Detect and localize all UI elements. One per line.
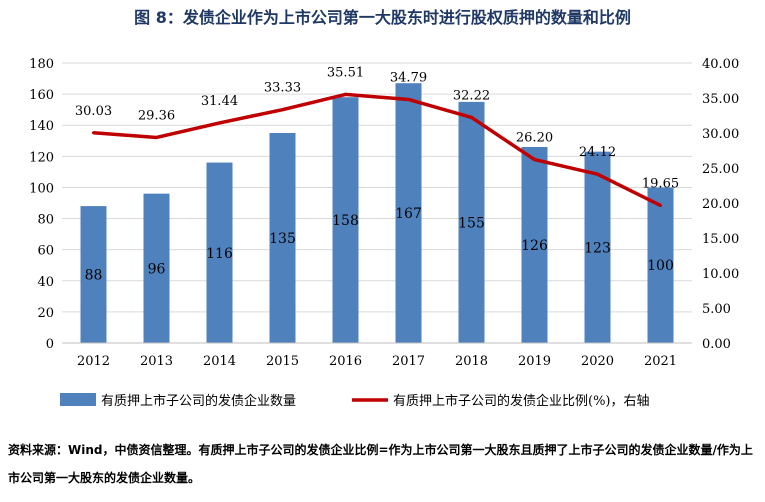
legend-line-label: 有质押上市子公司的发债企业比例(%)，右轴 [393, 393, 650, 409]
bar [521, 147, 548, 343]
y-right-tick-label: 20.00 [702, 197, 739, 212]
bar-value-label: 155 [458, 215, 485, 231]
x-tick-label: 2016 [329, 354, 362, 369]
line-point [92, 131, 95, 135]
x-tick-label: 2018 [455, 354, 488, 369]
y-left-tick-label: 160 [29, 88, 54, 103]
y-right-tick-label: 25.00 [702, 162, 739, 177]
x-tick-label: 2015 [266, 354, 299, 369]
line-point [155, 135, 158, 139]
bar [206, 162, 233, 343]
bar [395, 83, 422, 343]
bar-value-label: 167 [395, 206, 422, 222]
bar-value-label: 158 [332, 213, 359, 229]
line-value-label: 35.51 [327, 65, 364, 80]
bar [269, 133, 296, 343]
data-labels: 88 96 116 135 158 167 155 126 123 100 30.03 29.36 31… [75, 65, 679, 283]
legend: 有质押上市子公司的发债企业数量 有质押上市子公司的发债企业比例(%)，右轴 [60, 393, 650, 409]
line-point [596, 172, 599, 176]
x-tick-label: 2014 [203, 354, 236, 369]
combo-chart: 0 20 40 60 80 100 120 140 160 180 0.00 5.00 10.00 15.… [29, 57, 739, 409]
y-right-tick-label: 30.00 [702, 127, 739, 142]
x-tick-label: 2017 [392, 354, 425, 369]
bar-value-label: 100 [647, 258, 674, 274]
bar-value-label: 116 [206, 246, 233, 262]
line-value-label: 33.33 [264, 81, 301, 96]
axes: 0 20 40 60 80 100 120 140 160 180 0.00 5.00 10.00 15.… [29, 57, 739, 369]
bar-series [80, 83, 674, 343]
bar-value-label: 88 [85, 268, 103, 284]
line-value-label: 31.44 [201, 94, 238, 109]
line-value-label: 24.12 [579, 145, 616, 160]
line-point [533, 158, 536, 162]
line-series [92, 92, 662, 208]
x-tick-label: 2013 [140, 354, 173, 369]
bar [584, 151, 611, 343]
line-value-label: 32.22 [453, 88, 490, 103]
bar-value-label: 135 [269, 231, 296, 247]
x-tick-label: 2021 [644, 354, 677, 369]
bar [80, 206, 107, 343]
line-value-label: 29.36 [138, 108, 175, 123]
y-left-tick-label: 80 [37, 213, 54, 228]
y-left-tick-label: 60 [37, 244, 54, 259]
line-point [281, 108, 284, 112]
bar-value-label: 126 [521, 238, 548, 254]
y-left-tick-label: 180 [29, 57, 54, 72]
bar [458, 101, 485, 343]
y-right-tick-label: 5.00 [702, 302, 731, 317]
bar [332, 97, 359, 343]
x-tick-label: 2020 [581, 354, 614, 369]
y-left-tick-label: 100 [29, 181, 54, 196]
y-right-tick-label: 0.00 [702, 337, 731, 352]
y-left-tick-label: 40 [37, 275, 54, 290]
line-point [344, 92, 347, 96]
source-footnote: 资料来源：Wind，中债资信整理。有质押上市子公司的发债企业比例=作为上市公司第… [8, 443, 753, 485]
ratio-line [93, 92, 662, 208]
x-tick-label: 2019 [518, 354, 551, 369]
y-left-tick-label: 0 [46, 337, 54, 352]
y-left-tick-label: 120 [29, 150, 54, 165]
y-right-tick-label: 40.00 [702, 57, 739, 72]
line-value-label: 26.20 [516, 131, 553, 146]
line-value-label: 19.65 [642, 176, 679, 191]
legend-bar-label: 有质押上市子公司的发债企业数量 [101, 393, 296, 409]
y-left-tick-label: 20 [37, 306, 54, 321]
line-value-label: 30.03 [75, 104, 112, 119]
line-point [659, 203, 662, 207]
y-left-tick-label: 140 [29, 119, 54, 134]
legend-bar-swatch [60, 393, 96, 406]
y-right-tick-label: 35.00 [702, 92, 739, 107]
line-point [218, 121, 221, 125]
line-point [470, 115, 473, 119]
chart-title: 图 8：发债企业作为上市公司第一大股东时进行股权质押的数量和比例 [134, 8, 631, 27]
bar-value-label: 96 [148, 261, 166, 277]
bar [143, 193, 170, 343]
line-value-label: 34.79 [390, 70, 427, 85]
y-right-tick-label: 15.00 [702, 232, 739, 247]
bar [647, 187, 674, 343]
line-point [407, 97, 410, 101]
bar-value-label: 123 [584, 240, 611, 256]
x-tick-label: 2012 [77, 354, 110, 369]
y-right-tick-label: 10.00 [702, 267, 739, 282]
